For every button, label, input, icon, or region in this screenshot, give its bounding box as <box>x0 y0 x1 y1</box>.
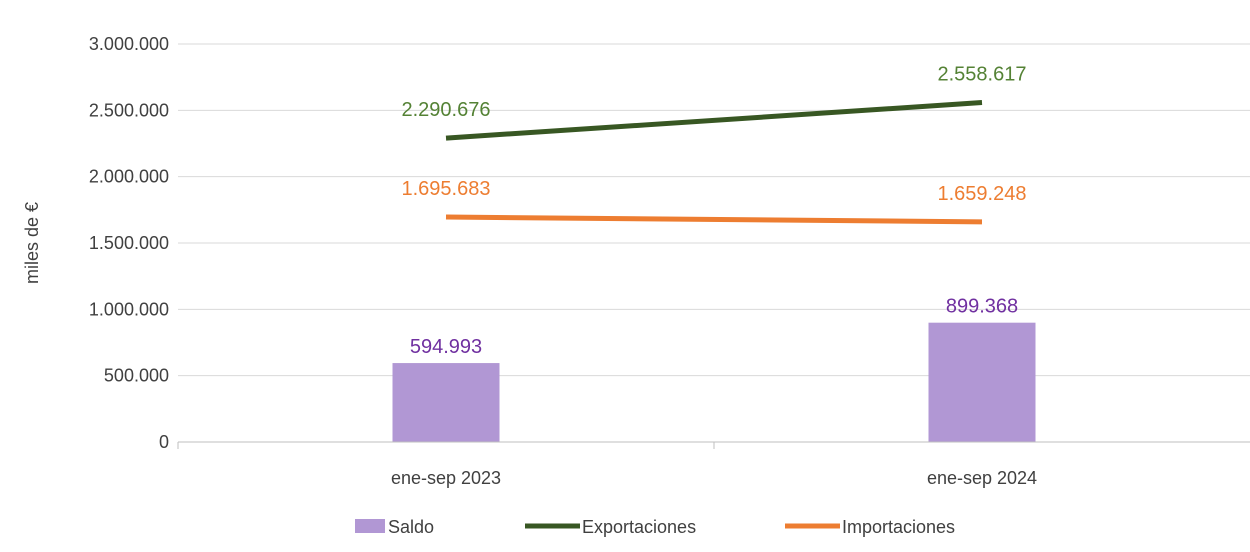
y-tick-label: 1.000.000 <box>89 299 169 319</box>
y-axis-title: miles de € <box>22 202 42 284</box>
data-label: 2.290.676 <box>402 99 491 121</box>
y-tick-label: 0 <box>159 432 169 452</box>
bar-saldo <box>929 323 1036 442</box>
y-tick-label: 1.500.000 <box>89 233 169 253</box>
line-importaciones <box>446 217 982 222</box>
data-label: 2.558.617 <box>938 64 1027 86</box>
legend-label-importaciones: Importaciones <box>842 517 955 537</box>
legend-label-saldo: Saldo <box>388 517 434 537</box>
data-label: 899.368 <box>946 296 1018 318</box>
data-label: 594.993 <box>410 336 482 358</box>
y-tick-label: 2.500.000 <box>89 100 169 120</box>
bar-saldo <box>393 363 500 442</box>
y-tick-label: 2.000.000 <box>89 167 169 187</box>
data-label: 1.659.248 <box>938 183 1027 205</box>
x-tick-label: ene-sep 2023 <box>391 468 501 488</box>
y-tick-label: 500.000 <box>104 366 169 386</box>
x-tick-label: ene-sep 2024 <box>927 468 1037 488</box>
line-exportaciones <box>446 103 982 139</box>
y-tick-label: 3.000.000 <box>89 34 169 54</box>
legend-swatch-saldo <box>355 519 385 533</box>
data-label: 1.695.683 <box>402 178 491 200</box>
legend-label-exportaciones: Exportaciones <box>582 517 696 537</box>
